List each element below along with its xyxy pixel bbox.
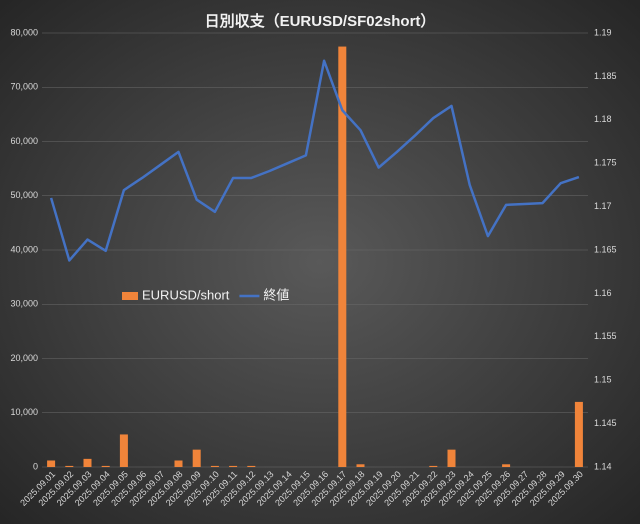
y-tick-label: 50,000 <box>10 190 38 200</box>
bar <box>229 465 238 467</box>
y2-tick-label: 1.185 <box>594 71 617 81</box>
bar <box>502 464 511 467</box>
bar <box>574 401 583 467</box>
bar <box>210 465 219 467</box>
bar <box>338 46 347 467</box>
bar <box>247 465 256 467</box>
y-tick-label: 20,000 <box>10 353 38 363</box>
legend-label: EURUSD/short <box>142 287 230 302</box>
y2-tick-label: 1.15 <box>594 375 612 385</box>
y-tick-label: 0 <box>33 461 38 471</box>
bar <box>83 458 92 467</box>
chart-title: 日別収支（EURUSD/SF02short） <box>205 12 436 30</box>
legend-label: 終値 <box>263 287 289 302</box>
bar <box>192 449 201 467</box>
line <box>49 59 580 262</box>
y-tick-label: 40,000 <box>10 244 38 254</box>
y2-tick-label: 1.17 <box>594 201 612 211</box>
bar <box>429 465 438 467</box>
y2-tick-label: 1.18 <box>594 114 612 124</box>
y2-tick-label: 1.165 <box>594 244 617 254</box>
bar <box>101 465 110 467</box>
bar <box>65 465 74 467</box>
y2-tick-label: 1.175 <box>594 158 617 168</box>
y2-tick-label: 1.14 <box>594 461 612 471</box>
bar <box>356 464 365 467</box>
y-tick-label: 10,000 <box>10 407 38 417</box>
y2-tick-label: 1.16 <box>594 288 612 298</box>
bar <box>47 460 56 467</box>
y-tick-label: 80,000 <box>10 27 38 37</box>
legend-swatch <box>122 292 138 300</box>
y2-tick-label: 1.155 <box>594 331 617 341</box>
bar <box>174 460 183 467</box>
y-tick-label: 30,000 <box>10 299 38 309</box>
y-tick-label: 60,000 <box>10 136 38 146</box>
y-tick-label: 70,000 <box>10 82 38 92</box>
y2-tick-label: 1.19 <box>594 27 612 37</box>
bar <box>447 449 456 467</box>
y2-tick-label: 1.145 <box>594 418 617 428</box>
bar <box>119 434 128 467</box>
